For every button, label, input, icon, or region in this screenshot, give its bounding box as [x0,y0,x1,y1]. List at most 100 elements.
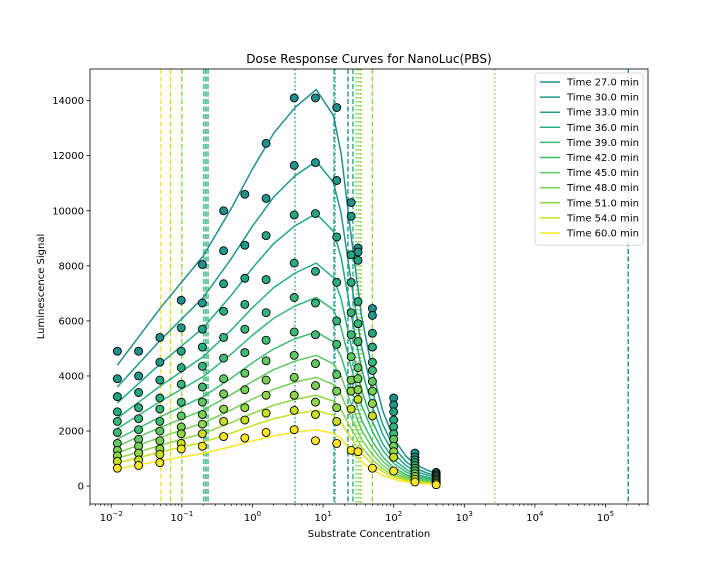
marker-series-2-point-8 [289,210,299,220]
legend-label-5: Time 42.0 min [566,153,639,164]
marker-series-9-point-6 [240,415,250,425]
marker-series-8-point-6 [240,403,250,413]
marker-series-8-point-5 [219,404,229,414]
legend-label-7: Time 48.0 min [566,183,639,194]
marker-series-1-point-11 [346,211,356,221]
marker-series-5-point-12 [353,337,363,347]
marker-series-7-point-7 [261,375,271,385]
marker-series-5-point-3 [176,397,186,407]
marker-series-5-point-7 [261,335,271,345]
marker-series-5-point-10 [332,339,342,349]
x-tick-label-4: 102 [385,510,402,524]
curve-series-8 [117,394,437,484]
marker-series-8-point-8 [289,390,299,400]
marker-series-2-point-12 [353,255,363,265]
marker-series-9-point-2 [155,449,165,459]
marker-series-3-point-12 [353,297,363,307]
marker-series-4-point-3 [176,379,186,389]
marker-series-0-point-0 [112,346,122,356]
marker-series-9-point-7 [261,408,271,418]
marker-series-10-point-4 [197,441,207,451]
marker-series-7-point-6 [240,385,250,395]
y-tick-label-4: 8000 [59,261,84,272]
marker-series-8-point-13 [367,399,377,408]
marker-series-7-point-12 [353,374,363,384]
x-axis-label: Substrate Concentration [308,529,430,540]
marker-series-4-point-13 [367,357,377,367]
marker-series-6-point-13 [367,377,377,386]
marker-series-0-point-2 [155,332,165,342]
marker-series-4-point-4 [197,361,207,371]
legend-label-0: Time 27.0 min [566,78,639,89]
legend-box [534,72,644,246]
marker-series-5-point-2 [155,416,165,426]
marker-series-7-point-13 [367,386,377,396]
marker-series-0-point-6 [240,189,250,199]
marker-series-3-point-1 [134,403,144,413]
marker-series-4-point-9 [311,298,320,308]
marker-series-9-point-12 [353,394,363,404]
plot-frame [89,68,649,505]
marker-series-10-point-12 [353,447,363,457]
marker-series-2-point-10 [332,232,342,242]
x-tick-label-3: 101 [314,510,331,524]
marker-series-0-point-11 [346,198,356,207]
marker-series-5-point-11 [346,330,356,340]
marker-series-2-point-6 [240,273,250,283]
x-tick-label-7: 105 [597,510,614,524]
marker-series-9-point-14 [389,452,399,462]
marker-series-5-point-13 [367,366,377,375]
marker-series-7-point-8 [289,372,299,382]
y-tick-label-1: 2000 [59,427,84,438]
marker-series-6-point-6 [240,368,250,378]
marker-series-8-point-9 [311,397,320,407]
marker-series-0-point-9 [311,93,320,103]
marker-series-3-point-7 [261,275,271,285]
x-tick-label-2: 100 [244,510,261,524]
marker-series-0-point-8 [289,93,299,103]
legend-label-8: Time 51.0 min [566,198,639,209]
marker-series-3-point-9 [311,266,320,276]
marker-series-8-point-10 [332,403,342,413]
fitted-curves [116,88,437,486]
legend-label-6: Time 45.0 min [566,168,639,179]
marker-series-7-point-5 [219,389,229,399]
marker-series-5-point-0 [112,427,122,437]
marker-series-1-point-13 [367,310,377,320]
marker-series-5-point-1 [134,425,144,435]
marker-series-1-point-8 [289,160,299,170]
curve-series-1 [116,160,437,477]
y-tick-label-5: 10000 [52,206,84,217]
marker-series-0-point-7 [261,138,271,148]
marker-series-2-point-5 [219,279,229,289]
chart-title: Dose Response Curves for NanoLuc(PBS) [246,52,491,66]
marker-series-10-point-8 [289,425,299,435]
marker-series-1-point-3 [176,323,186,333]
curve-series-7 [117,376,437,484]
marker-series-10-point-14 [389,466,399,476]
marker-series-4-point-12 [353,319,363,329]
marker-series-4-point-11 [346,308,356,318]
curve-series-9 [117,409,437,485]
marker-series-1-point-6 [240,240,250,250]
marker-series-6-point-11 [346,352,356,362]
marker-series-8-point-12 [353,385,363,395]
curve-series-4 [116,296,437,481]
marker-series-3-point-10 [332,277,342,287]
marker-series-2-point-7 [261,231,271,241]
marker-series-0-point-1 [134,346,144,356]
marker-series-10-point-10 [332,438,342,448]
marker-series-2-point-1 [134,388,144,397]
marker-series-6-point-12 [353,363,363,373]
marker-series-1-point-0 [112,374,122,384]
y-tick-label-6: 12000 [52,151,84,162]
marker-series-4-point-7 [261,308,271,318]
marker-series-1-point-1 [134,371,144,381]
marker-series-10-point-7 [261,427,271,437]
x-tick-label-1: 10−1 [170,510,193,524]
marker-series-2-point-11 [346,250,356,260]
marker-series-1-point-9 [311,158,320,168]
marker-series-3-point-0 [112,407,122,417]
marker-series-4-point-2 [155,404,165,414]
marker-series-2-point-2 [155,375,165,385]
